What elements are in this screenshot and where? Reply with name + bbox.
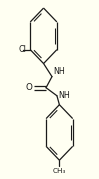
Text: NH: NH bbox=[58, 91, 70, 100]
Text: CH₃: CH₃ bbox=[53, 168, 66, 174]
Text: Cl: Cl bbox=[18, 45, 26, 54]
Text: O: O bbox=[26, 83, 33, 92]
Text: NH: NH bbox=[53, 67, 65, 76]
